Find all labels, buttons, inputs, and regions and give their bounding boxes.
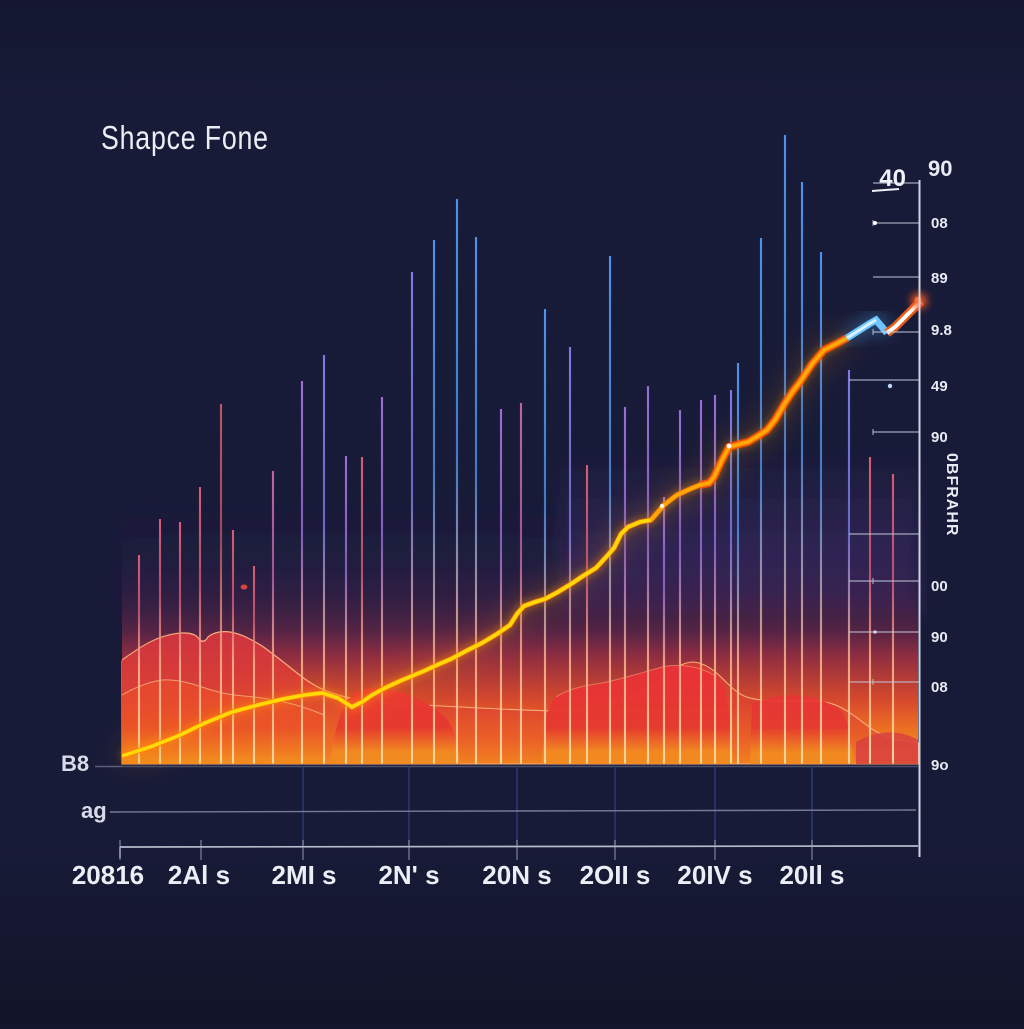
svg-text:49: 49 (931, 378, 948, 395)
svg-text:2MI s: 2MI s (271, 860, 336, 890)
svg-text:20IV s: 20IV s (677, 860, 752, 890)
svg-text:90: 90 (928, 156, 952, 181)
svg-text:08: 08 (931, 679, 948, 696)
svg-text:00: 00 (931, 578, 948, 595)
svg-text:2OII s: 2OII s (580, 860, 651, 890)
svg-text:B8: B8 (61, 751, 89, 776)
svg-text:2Al s: 2Al s (168, 860, 230, 890)
svg-text:9o: 9o (931, 757, 949, 774)
svg-text:20Il s: 20Il s (779, 860, 844, 890)
svg-text:20N s: 20N s (482, 860, 551, 890)
svg-text:40: 40 (879, 165, 906, 192)
svg-text:ag: ag (81, 798, 107, 823)
svg-text:90: 90 (931, 429, 948, 446)
svg-text:Shapce Fone: Shapce Fone (101, 120, 269, 156)
svg-text:2N' s: 2N' s (378, 860, 439, 890)
svg-text:08: 08 (931, 215, 948, 232)
svg-text:89: 89 (931, 270, 948, 287)
svg-text:20816: 20816 (72, 860, 144, 890)
svg-text:9.8: 9.8 (931, 322, 952, 339)
svg-text:90: 90 (931, 629, 948, 646)
svg-text:0BFRAHR: 0BFRAHR (943, 453, 960, 536)
